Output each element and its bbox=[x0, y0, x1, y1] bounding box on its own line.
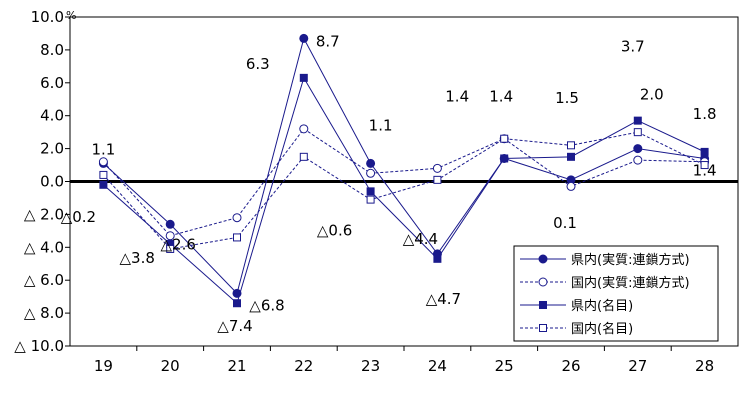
data-point bbox=[299, 124, 309, 134]
data-label: 1.4 bbox=[445, 87, 469, 105]
legend-label: 県内(名目) bbox=[571, 298, 633, 314]
legend: 県内(実質:連鎖方式) 国内(実質:連鎖方式) 県内(名目) 国内(名目) bbox=[513, 245, 719, 342]
data-label: 1.1 bbox=[369, 116, 393, 134]
x-tick-label: 27 bbox=[628, 357, 647, 375]
data-label: 1.4 bbox=[693, 161, 717, 179]
data-label: 8.7 bbox=[316, 32, 340, 50]
data-point bbox=[566, 181, 576, 191]
data-point bbox=[567, 141, 575, 150]
data-point bbox=[500, 154, 509, 163]
data-point bbox=[500, 134, 509, 143]
data-labels: 1.1 △0.2 △2.6 △3.8 △6.8 △7.4 8.7 6.3 1.1 △0.6 △4.4… bbox=[61, 32, 717, 335]
data-point bbox=[232, 213, 242, 223]
data-label: 1.5 bbox=[555, 89, 579, 107]
legend-item: 国内(名目) bbox=[520, 321, 633, 337]
data-point bbox=[98, 157, 108, 167]
y-tick-label: 6.0 bbox=[40, 74, 64, 92]
data-label: △3.8 bbox=[120, 249, 155, 267]
data-label: 3.7 bbox=[621, 38, 645, 56]
data-point bbox=[633, 116, 642, 125]
data-point bbox=[165, 219, 175, 229]
data-label: △4.4 bbox=[403, 230, 438, 248]
data-point bbox=[538, 254, 548, 264]
x-tick-label: 24 bbox=[428, 357, 447, 375]
data-point bbox=[433, 175, 442, 184]
data-label: 1.1 bbox=[91, 140, 115, 158]
data-label: 0.1 bbox=[553, 214, 577, 232]
data-point bbox=[299, 33, 309, 43]
data-point bbox=[233, 299, 241, 308]
data-point bbox=[299, 152, 308, 161]
data-label: △0.6 bbox=[317, 221, 352, 239]
data-point bbox=[633, 155, 643, 165]
x-tick-label: 21 bbox=[227, 357, 246, 375]
legend-box bbox=[513, 245, 719, 342]
y-tick-label: 4.0 bbox=[40, 107, 64, 125]
legend-item: 県内(名目) bbox=[520, 298, 633, 314]
data-point bbox=[166, 244, 175, 253]
data-point bbox=[366, 168, 376, 178]
x-tick-label: 20 bbox=[161, 357, 180, 375]
y-tick-label: △ 8.0 bbox=[24, 304, 64, 322]
data-label: △4.7 bbox=[426, 290, 461, 308]
data-point bbox=[165, 231, 175, 241]
y-tick-label: △ 2.0 bbox=[24, 205, 64, 223]
data-point bbox=[99, 170, 108, 179]
x-tick-label: 25 bbox=[495, 357, 514, 375]
x-tick-label: 23 bbox=[361, 357, 380, 375]
series-line bbox=[103, 131, 705, 250]
y-tick-label: 8.0 bbox=[40, 41, 64, 59]
data-point bbox=[633, 144, 643, 154]
y-unit-label: % bbox=[66, 9, 76, 22]
data-label: 1.4 bbox=[489, 87, 513, 105]
axes: 10.0 8.0 6.0 4.0 2.0 0.0 △ 2.0 △ 4.0 △ 6.0 △ 8.0 △… bbox=[14, 8, 739, 375]
x-tick-label: 19 bbox=[94, 357, 113, 375]
y-tick-label: △ 6.0 bbox=[24, 271, 64, 289]
series-group bbox=[98, 33, 710, 308]
data-label: △6.8 bbox=[249, 296, 284, 314]
x-tick-label: 22 bbox=[294, 357, 313, 375]
data-point bbox=[433, 254, 442, 263]
series-4 bbox=[99, 128, 709, 253]
data-point bbox=[567, 152, 575, 161]
data-point bbox=[700, 147, 709, 156]
legend-item: 県内(実質:連鎖方式) bbox=[520, 252, 690, 268]
y-tick-label: △ 4.0 bbox=[24, 238, 64, 256]
data-point bbox=[299, 73, 308, 82]
y-tick-label: △ 10.0 bbox=[14, 337, 64, 355]
data-point bbox=[538, 277, 548, 287]
legend-label: 国内(名目) bbox=[571, 321, 633, 337]
data-point bbox=[366, 195, 375, 204]
legend-item: 国内(実質:連鎖方式) bbox=[520, 275, 690, 291]
data-point bbox=[366, 187, 375, 196]
x-tick-label: 26 bbox=[561, 357, 580, 375]
data-label: 2.0 bbox=[640, 86, 664, 104]
y-tick-label: 10.0 bbox=[31, 8, 64, 26]
y-tick-label: 0.0 bbox=[40, 173, 64, 191]
data-point bbox=[539, 301, 547, 309]
data-point bbox=[233, 233, 241, 242]
x-tick-label: 28 bbox=[695, 357, 714, 375]
legend-label: 県内(実質:連鎖方式) bbox=[571, 252, 690, 268]
data-point bbox=[432, 163, 442, 173]
data-label: 1.8 bbox=[693, 105, 717, 123]
legend-label: 国内(実質:連鎖方式) bbox=[571, 275, 690, 291]
data-point bbox=[99, 180, 108, 189]
data-point bbox=[700, 161, 709, 170]
data-label: △7.4 bbox=[217, 317, 252, 335]
data-label: 6.3 bbox=[246, 55, 270, 73]
data-label: △2.6 bbox=[161, 235, 196, 253]
y-tick-label: 2.0 bbox=[40, 140, 64, 158]
data-point bbox=[366, 158, 376, 168]
data-point bbox=[539, 324, 547, 332]
data-label: △0.2 bbox=[61, 208, 96, 226]
data-point bbox=[633, 128, 642, 137]
series-line bbox=[103, 37, 705, 295]
